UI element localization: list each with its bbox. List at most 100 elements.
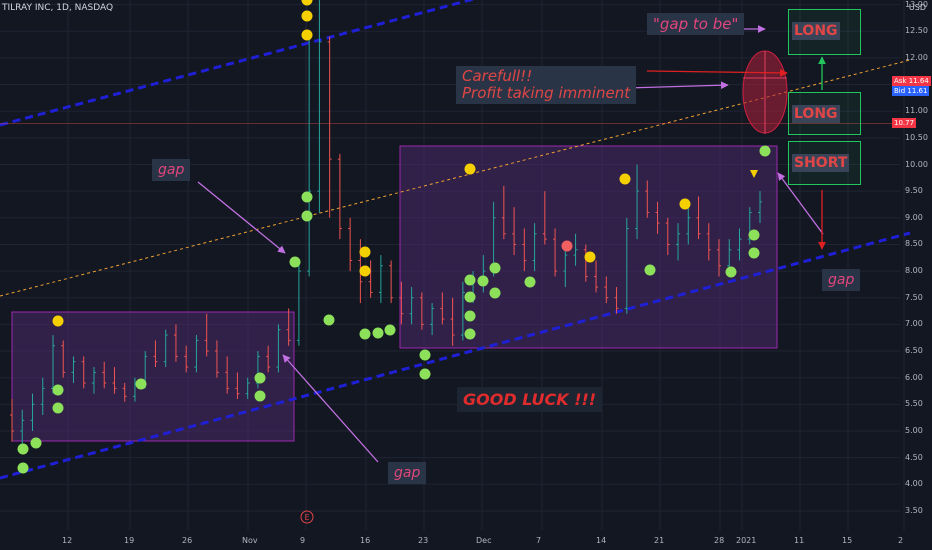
- price-tick-label: 4.50: [905, 452, 923, 462]
- upper-channel-line: [0, 0, 476, 127]
- candle: [419, 292, 424, 330]
- signal-dot-green: [254, 372, 266, 384]
- price-tick-label: 5.00: [905, 426, 923, 435]
- time-tick-label: 16: [360, 536, 371, 545]
- signal-dot-green: [464, 291, 476, 303]
- signal-dot-green: [52, 384, 64, 396]
- candle: [522, 228, 527, 272]
- signal-dot-green: [464, 274, 476, 286]
- time-tick-label: 9: [300, 536, 306, 545]
- time-tick-label: 2021: [736, 536, 757, 545]
- time-tick-label: 15: [842, 536, 853, 545]
- candle: [204, 313, 209, 357]
- arrow-careful: [625, 81, 729, 90]
- gap-to-be-label: "gap to be": [647, 13, 745, 35]
- candle: [512, 207, 517, 256]
- signal-dot-green: [524, 276, 536, 288]
- signal-dot-green: [477, 275, 489, 287]
- candle: [225, 356, 230, 394]
- signal-dot-green: [759, 145, 771, 157]
- candle: [440, 292, 445, 325]
- signal-dot-green: [748, 229, 760, 241]
- price-tag: 10.77: [892, 118, 917, 128]
- candle: [542, 191, 547, 245]
- price-tick-label: 6.00: [905, 372, 923, 382]
- candle: [163, 329, 168, 368]
- signal-dot-green: [725, 266, 737, 278]
- candle: [30, 393, 35, 431]
- candle: [624, 217, 629, 314]
- candle: [153, 340, 158, 368]
- signal-dot-green: [17, 462, 29, 474]
- signal-dot-green: [489, 262, 501, 274]
- signal-dot-green: [135, 378, 147, 390]
- earnings-marker: E: [300, 510, 314, 524]
- candle: [266, 345, 271, 373]
- candle: [399, 281, 404, 325]
- candle: [194, 335, 199, 373]
- candle: [430, 303, 435, 336]
- signal-dot-green: [464, 310, 476, 322]
- price-tick-label: 5.50: [905, 399, 923, 409]
- signal-dot-yellow: [52, 315, 64, 327]
- candle: [286, 308, 291, 346]
- candle: [122, 383, 127, 402]
- signal-dot-yellow: [359, 246, 371, 258]
- candle: [737, 228, 742, 261]
- time-tick-label: 14: [596, 536, 607, 545]
- signal-dot-green: [301, 210, 313, 222]
- long-target-box: LONG: [788, 9, 861, 55]
- range-box-right: [399, 145, 778, 349]
- candle: [317, 0, 322, 213]
- price-tick-label: 12.00: [905, 52, 928, 62]
- candle: [717, 239, 722, 277]
- candle: [409, 287, 414, 325]
- signal-dot-green: [301, 191, 313, 203]
- short-entry-label: SHORT: [792, 154, 850, 172]
- candle: [378, 255, 383, 304]
- candle: [696, 196, 701, 240]
- price-tick-label: 3.50: [905, 505, 923, 515]
- signal-dot-green: [52, 402, 64, 414]
- time-tick-label: 21: [654, 536, 665, 545]
- price-tick-label: 7.50: [905, 292, 923, 302]
- arrow-gap-left: [197, 181, 286, 254]
- candle: [594, 260, 599, 293]
- candle: [727, 239, 732, 272]
- candle: [307, 31, 312, 277]
- signal-dot-green: [254, 390, 266, 402]
- short-entry-box: SHORT: [788, 141, 861, 185]
- signal-dot-green: [323, 314, 335, 326]
- price-tick-label: 4.00: [905, 479, 923, 489]
- price-tick-label: 11.00: [905, 106, 928, 116]
- signal-dot-green: [384, 324, 396, 336]
- time-tick-label: 26: [182, 536, 193, 545]
- candle: [532, 223, 537, 272]
- candle: [102, 361, 107, 389]
- price-tick-label: 10.50: [905, 132, 928, 142]
- candle: [296, 260, 301, 346]
- signal-triangle: [750, 170, 758, 178]
- candle: [583, 244, 588, 282]
- candle: [460, 281, 465, 341]
- time-tick-label: 19: [124, 536, 135, 545]
- candle: [676, 223, 681, 261]
- price-tick-label: 8.50: [905, 239, 923, 249]
- arrow-to-target: [646, 69, 788, 77]
- price-tag: Bid 11.61: [892, 86, 930, 96]
- signal-dot-yellow: [301, 10, 313, 22]
- price-tag: Ask 11.64: [892, 76, 931, 86]
- signal-dot-yellow: [584, 251, 596, 263]
- signal-dot-yellow: [359, 265, 371, 277]
- arrow-gap-bottom: [282, 354, 379, 463]
- candle: [235, 372, 240, 400]
- gap-label-left: gap: [152, 159, 191, 181]
- candle: [604, 276, 609, 304]
- candle: [348, 217, 353, 272]
- signal-dot-green: [30, 437, 42, 449]
- time-tick-label: 12: [62, 536, 73, 545]
- signal-dot-green: [489, 287, 501, 299]
- time-tick-label: 7: [536, 536, 542, 545]
